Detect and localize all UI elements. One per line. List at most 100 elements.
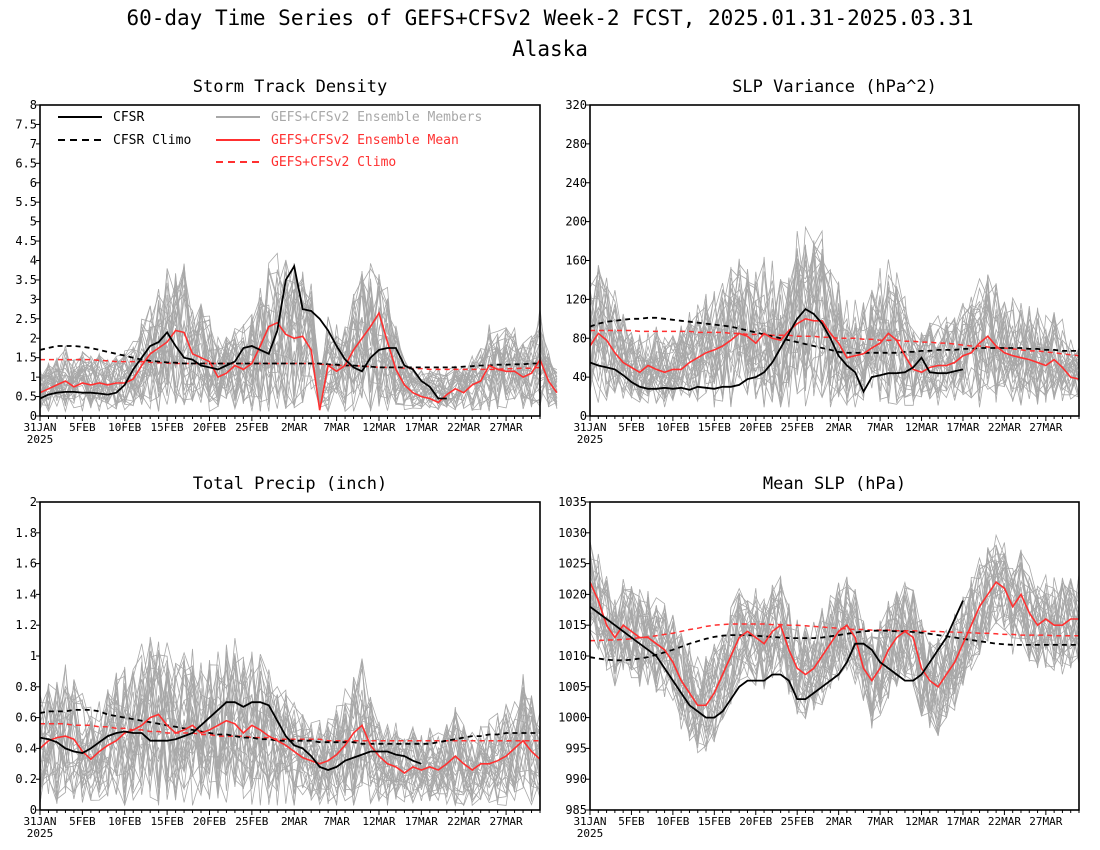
- y-tick-label: 1.8: [15, 526, 37, 540]
- x-tick-label: 27MAR: [490, 421, 523, 434]
- y-tick-label: 0.5: [15, 390, 37, 404]
- legend-label: GEFS+CFSv2 Ensemble Members: [271, 110, 482, 125]
- cfsr-line: [39, 263, 447, 400]
- y-tick-label: 1: [30, 370, 37, 384]
- ensemble-members: [39, 636, 541, 807]
- y-tick-label: 1.5: [15, 351, 37, 365]
- ensemble-member-line: [39, 278, 558, 411]
- x-tick-label: 2MAR: [281, 421, 308, 434]
- ensemble-member-line: [589, 546, 1080, 742]
- y-tick-label: 0: [30, 409, 37, 423]
- ensemble-member-line: [589, 254, 1080, 407]
- x-tick-label: 22MAR: [988, 421, 1021, 434]
- y-tick-label: 320: [565, 98, 587, 112]
- ensemble-member-line: [39, 273, 558, 409]
- y-tick-label: 160: [565, 254, 587, 268]
- x-tick-label: 10FEB: [108, 421, 141, 434]
- ensemble-member-line: [39, 663, 541, 806]
- x-tick-label: 7MAR: [867, 815, 894, 828]
- x-tick-label: 25FEB: [235, 815, 268, 828]
- x-tick-label: 10FEB: [108, 815, 141, 828]
- x-tick-label: 10FEB: [656, 815, 689, 828]
- x-tick-label: 27MAR: [490, 815, 523, 828]
- y-tick-label: 4: [30, 254, 37, 268]
- ensemble-member-line: [39, 659, 541, 804]
- y-tick-label: 200: [565, 215, 587, 229]
- x-tick-label: 12MAR: [362, 815, 395, 828]
- y-tick-label: 2.5: [15, 312, 37, 326]
- y-tick-label: 1030: [558, 526, 587, 540]
- ensemble-member-line: [39, 643, 541, 805]
- ensemble-member-line: [589, 229, 1080, 408]
- x-tick-label: 22MAR: [447, 421, 480, 434]
- x-tick-label: 15FEB: [698, 815, 731, 828]
- x-tick-label: 5FEB: [69, 815, 96, 828]
- y-tick-label: 2: [30, 495, 37, 509]
- page-title: 60-day Time Series of GEFS+CFSv2 Week-2 …: [126, 6, 974, 30]
- y-tick-label: 80: [573, 331, 587, 345]
- y-tick-label: 1035: [558, 495, 587, 509]
- x-tick-label: 10FEB: [656, 421, 689, 434]
- x-tick-label-year: 2025: [27, 433, 54, 446]
- y-tick-label: 7.5: [15, 117, 37, 131]
- y-tick-label: 120: [565, 292, 587, 306]
- x-tick-label: 2MAR: [825, 421, 852, 434]
- y-tick-label: 280: [565, 137, 587, 151]
- y-tick-label: 4.5: [15, 234, 37, 248]
- ensemble-mean-line: [589, 580, 1079, 707]
- chart-title: SLP Variance (hPa^2): [732, 77, 937, 97]
- y-tick-label: 995: [565, 741, 587, 755]
- x-tick-label-year: 2025: [577, 827, 604, 840]
- ensemble-member-line: [589, 268, 1080, 408]
- x-tick-label: 5FEB: [69, 421, 96, 434]
- x-tick-label: 7MAR: [867, 421, 894, 434]
- x-tick-label: 31JAN: [573, 421, 606, 434]
- x-tick-label: 7MAR: [323, 815, 350, 828]
- chart-panel-1: Storm Track Density 0 0.5 1 1.5 2 2.5 3 3.5 4 4.5 5…: [15, 77, 558, 446]
- cfsr-line: [589, 307, 964, 394]
- ensemble-members: [39, 252, 558, 413]
- chart-title: Storm Track Density: [193, 77, 387, 97]
- chart-panel-2: SLP Variance (hPa^2) 0 40 80 120 160 200 240 280…: [565, 77, 1080, 446]
- page-subtitle: Alaska: [512, 37, 588, 61]
- x-tick-label: 22MAR: [988, 815, 1021, 828]
- ensemble-member-line: [589, 277, 1080, 408]
- ensemble-member-line: [589, 248, 1080, 404]
- x-tick-label: 20FEB: [193, 421, 226, 434]
- x-tick-label: 25FEB: [235, 421, 268, 434]
- x-tick-label: 25FEB: [781, 815, 814, 828]
- cfsr-line: [589, 600, 964, 719]
- y-tick-label: 1005: [558, 680, 587, 694]
- x-tick-label: 27MAR: [1029, 815, 1062, 828]
- legend-label: GEFS+CFSv2 Ensemble Mean: [271, 133, 459, 148]
- y-tick-label: 1.6: [15, 557, 37, 571]
- ensemble-member-line: [589, 549, 1080, 739]
- y-tick-label: 3: [30, 292, 37, 306]
- x-tick-label: 12MAR: [362, 421, 395, 434]
- ensemble-member-line: [39, 269, 558, 412]
- x-tick-label: 7MAR: [323, 421, 350, 434]
- y-tick-label: 2: [30, 331, 37, 345]
- y-tick-label: 5: [30, 215, 37, 229]
- ensemble-member-line: [39, 270, 558, 413]
- ensemble-member-line: [589, 549, 1080, 710]
- x-tick-label: 17MAR: [405, 421, 438, 434]
- x-tick-label: 15FEB: [151, 421, 184, 434]
- y-tick-label: 0.8: [15, 680, 37, 694]
- ensemble-member-line: [589, 246, 1080, 403]
- ensemble-member-line: [589, 549, 1080, 738]
- y-tick-label: 8: [30, 98, 37, 112]
- y-tick-label: 990: [565, 772, 587, 786]
- y-tick-label: 1.4: [15, 587, 37, 601]
- x-tick-label: 20FEB: [739, 421, 772, 434]
- y-tick-label: 1025: [558, 557, 587, 571]
- ensemble-members: [589, 533, 1080, 754]
- chart-title: Mean SLP (hPa): [763, 474, 906, 494]
- x-tick-label: 5FEB: [618, 815, 645, 828]
- x-tick-label: 17MAR: [405, 815, 438, 828]
- chart-legend: CFSR CFSR Climo GEFS+CFSv2 Ensemble Member…: [58, 110, 482, 170]
- x-tick-label: 2MAR: [825, 815, 852, 828]
- x-tick-label: 17MAR: [946, 421, 979, 434]
- y-tick-label: 1.2: [15, 618, 37, 632]
